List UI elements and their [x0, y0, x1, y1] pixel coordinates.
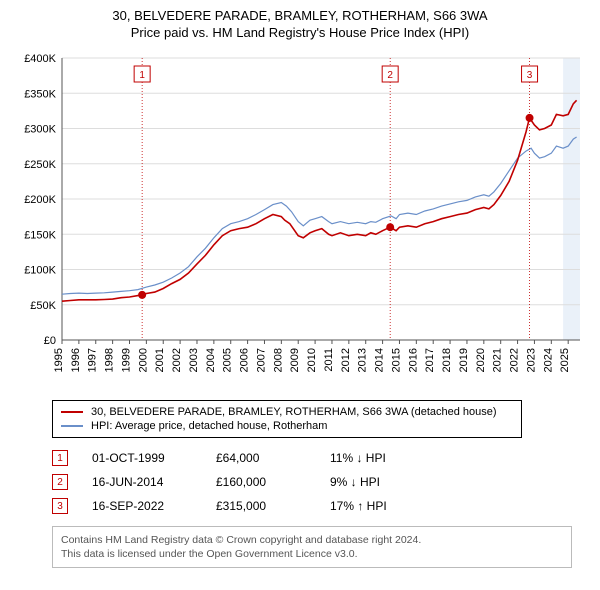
svg-text:2004: 2004 — [205, 348, 217, 372]
svg-text:2025: 2025 — [559, 348, 571, 372]
sale-row: 1 01-OCT-1999 £64,000 11% ↓ HPI — [52, 446, 588, 470]
svg-text:2021: 2021 — [492, 348, 504, 372]
svg-text:£0: £0 — [44, 335, 56, 347]
svg-text:2022: 2022 — [509, 348, 521, 372]
svg-text:2007: 2007 — [255, 348, 267, 372]
footnote-line-1: Contains HM Land Registry data © Crown c… — [61, 533, 563, 547]
sale-price: £315,000 — [216, 499, 306, 513]
title-subtitle: Price paid vs. HM Land Registry's House … — [12, 25, 588, 40]
sale-marker-box: 2 — [52, 474, 68, 490]
svg-text:2020: 2020 — [475, 348, 487, 372]
svg-text:2008: 2008 — [272, 348, 284, 372]
svg-text:2011: 2011 — [323, 348, 335, 372]
svg-text:2018: 2018 — [441, 348, 453, 372]
chart-card: 30, BELVEDERE PARADE, BRAMLEY, ROTHERHAM… — [0, 0, 600, 580]
svg-text:1997: 1997 — [87, 348, 99, 372]
sale-hpi-delta: 9% ↓ HPI — [330, 475, 430, 489]
sale-row: 2 16-JUN-2014 £160,000 9% ↓ HPI — [52, 470, 588, 494]
legend-box: 30, BELVEDERE PARADE, BRAMLEY, ROTHERHAM… — [52, 400, 522, 438]
sale-events-list: 1 01-OCT-1999 £64,000 11% ↓ HPI 2 16-JUN-2014… — [52, 446, 588, 518]
footnote-line-2: This data is licensed under the Open Gov… — [61, 547, 563, 561]
sale-price: £160,000 — [216, 475, 306, 489]
legend-item-property: 30, BELVEDERE PARADE, BRAMLEY, ROTHERHAM… — [61, 405, 513, 419]
svg-text:2019: 2019 — [458, 348, 470, 372]
svg-text:1: 1 — [139, 70, 145, 81]
svg-text:2002: 2002 — [171, 348, 183, 372]
legend-label: HPI: Average price, detached house, Roth… — [91, 420, 327, 432]
svg-text:3: 3 — [527, 70, 533, 81]
title-block: 30, BELVEDERE PARADE, BRAMLEY, ROTHERHAM… — [12, 8, 588, 40]
sale-date: 16-SEP-2022 — [92, 499, 192, 513]
legend-label: 30, BELVEDERE PARADE, BRAMLEY, ROTHERHAM… — [91, 406, 497, 418]
sale-hpi-delta: 17% ↑ HPI — [330, 499, 430, 513]
title-address: 30, BELVEDERE PARADE, BRAMLEY, ROTHERHAM… — [12, 8, 588, 23]
sale-price: £64,000 — [216, 451, 306, 465]
svg-text:2014: 2014 — [374, 348, 386, 372]
svg-text:2013: 2013 — [357, 348, 369, 372]
svg-text:£50K: £50K — [30, 300, 56, 312]
svg-text:2003: 2003 — [188, 348, 200, 372]
legend-swatch — [61, 425, 83, 427]
svg-text:1998: 1998 — [104, 348, 116, 372]
sale-hpi-delta: 11% ↓ HPI — [330, 451, 430, 465]
sale-date: 01-OCT-1999 — [92, 451, 192, 465]
svg-text:2010: 2010 — [306, 348, 318, 372]
footnote-box: Contains HM Land Registry data © Crown c… — [52, 526, 572, 568]
sale-point-3 — [526, 114, 534, 122]
svg-text:£300K: £300K — [24, 124, 56, 136]
svg-text:1999: 1999 — [120, 348, 132, 372]
svg-text:2005: 2005 — [222, 348, 234, 372]
legend-swatch — [61, 411, 83, 413]
svg-text:2015: 2015 — [390, 348, 402, 372]
svg-text:2024: 2024 — [542, 348, 554, 372]
svg-text:2016: 2016 — [407, 348, 419, 372]
svg-text:2012: 2012 — [340, 348, 352, 372]
svg-text:2001: 2001 — [154, 348, 166, 372]
sale-row: 3 16-SEP-2022 £315,000 17% ↑ HPI — [52, 494, 588, 518]
svg-text:2017: 2017 — [424, 348, 436, 372]
sale-point-2 — [386, 223, 394, 231]
svg-text:2006: 2006 — [239, 348, 251, 372]
svg-text:2023: 2023 — [525, 348, 537, 372]
svg-text:2000: 2000 — [137, 348, 149, 372]
svg-text:£250K: £250K — [24, 159, 56, 171]
legend-item-hpi: HPI: Average price, detached house, Roth… — [61, 419, 513, 433]
svg-text:£400K: £400K — [24, 53, 56, 65]
svg-text:2: 2 — [387, 70, 393, 81]
svg-text:£150K: £150K — [24, 229, 56, 241]
sale-marker-box: 1 — [52, 450, 68, 466]
svg-text:1996: 1996 — [70, 348, 82, 372]
svg-text:1995: 1995 — [53, 348, 65, 372]
chart-area: £0 £50K £100K £150K £200K £250K £300K £350K £400… — [12, 50, 588, 390]
line-chart-svg: £0 £50K £100K £150K £200K £250K £300K £350K £400… — [12, 50, 588, 390]
svg-text:£200K: £200K — [24, 194, 56, 206]
sale-marker-box: 3 — [52, 498, 68, 514]
sale-date: 16-JUN-2014 — [92, 475, 192, 489]
sale-point-1 — [138, 291, 146, 299]
svg-text:2009: 2009 — [289, 348, 301, 372]
svg-text:£350K: £350K — [24, 88, 56, 100]
svg-text:£100K: £100K — [24, 265, 56, 277]
